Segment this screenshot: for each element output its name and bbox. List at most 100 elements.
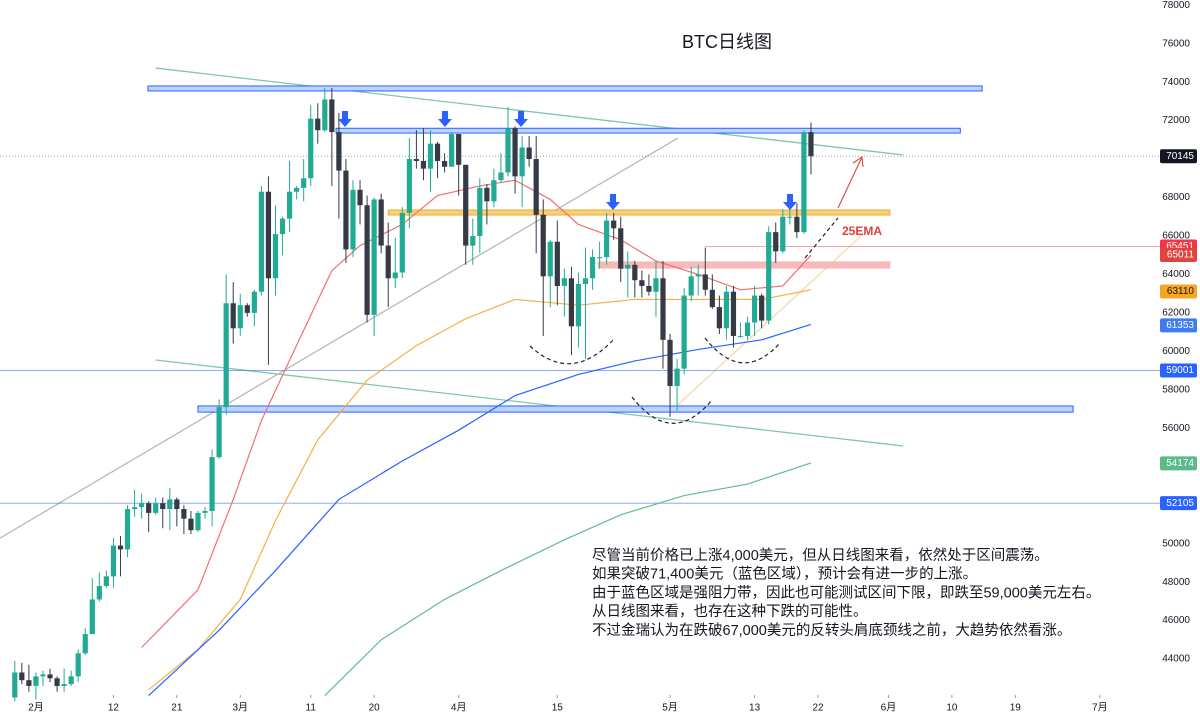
candle-body — [773, 232, 779, 252]
candle-body — [406, 159, 412, 213]
x-tick-label: 21 — [171, 703, 183, 714]
candle-body — [110, 545, 117, 577]
candle-body — [153, 503, 159, 513]
candle-body — [568, 278, 575, 327]
candle-body — [484, 187, 490, 202]
candle-body — [744, 322, 751, 336]
candle-body — [498, 172, 504, 181]
candle-body — [787, 216, 793, 218]
price-tag — [1160, 363, 1197, 378]
candle-body — [625, 264, 631, 269]
candle-body — [160, 503, 166, 510]
candle-body — [26, 680, 32, 686]
candle-body — [19, 672, 25, 681]
candle-body — [526, 147, 532, 160]
candle-body — [75, 653, 81, 677]
candle-body — [124, 509, 131, 550]
candle-body — [632, 264, 638, 281]
candle-body — [716, 307, 722, 329]
candle-body — [209, 457, 215, 511]
y-tick-label: 60000 — [1162, 346, 1190, 357]
annotation-line: 如果突破71,400美元（蓝色区域），预计会有进一步的上涨。 — [592, 566, 977, 583]
arrow-marker — [606, 194, 620, 210]
candle-body — [195, 512, 201, 531]
candle-body — [491, 180, 497, 202]
candle-body — [794, 216, 800, 233]
arrow-marker — [783, 194, 797, 210]
candle-body — [554, 241, 560, 286]
candle-body — [660, 278, 666, 340]
annotation-line: 从日线图来看，也存在这种下跌的可能性。 — [592, 603, 868, 620]
arrow-marker — [438, 111, 452, 127]
candle-body — [251, 291, 257, 313]
ma-line — [148, 323, 812, 697]
candle-body — [371, 199, 377, 315]
candle-body — [808, 132, 814, 157]
candle-body — [385, 245, 391, 279]
trendline — [155, 359, 904, 447]
annotation-line: 由于蓝色区域是强阻力带，因此也可能测试区间下限，即跌至59,000美元左右。 — [592, 584, 1100, 601]
y-tick-label: 46000 — [1162, 615, 1190, 626]
price-tag — [1160, 149, 1197, 164]
candle-body — [618, 228, 624, 269]
candle-body — [547, 241, 553, 277]
candle-body — [646, 285, 652, 292]
price-tag — [1160, 318, 1197, 333]
drawings — [338, 111, 864, 424]
price-tag-label: 61353 — [1166, 320, 1194, 331]
arrow-marker — [338, 111, 352, 127]
candle-body — [561, 278, 567, 286]
candle-body — [315, 118, 321, 131]
y-tick-label: 72000 — [1162, 115, 1190, 126]
candle-body — [653, 278, 659, 292]
candle-body — [392, 272, 398, 279]
y-tick-label: 58000 — [1162, 384, 1190, 395]
x-tick-label: 22 — [812, 703, 824, 714]
candle-body — [420, 160, 427, 169]
candle-body — [441, 160, 448, 167]
candle-body — [533, 159, 539, 215]
candle-body — [730, 291, 737, 336]
price-tag-label: 52105 — [1166, 498, 1194, 509]
price-tag-label: 65451 — [1166, 241, 1194, 252]
price-tag-label: 70145 — [1166, 151, 1194, 162]
candle-body — [575, 284, 582, 327]
dashed-curve — [631, 396, 713, 424]
x-tick-label: 10 — [946, 703, 958, 714]
candle-body — [512, 128, 518, 177]
arrow-marker — [514, 111, 528, 127]
price-tag-label: 54174 — [1166, 458, 1194, 469]
candle-body — [131, 507, 138, 510]
candle-body — [378, 199, 384, 246]
candle-body — [702, 274, 708, 290]
x-tick-label: 13 — [749, 703, 761, 714]
candle-body — [470, 235, 476, 246]
x-tick-label: 5月 — [662, 702, 678, 714]
candle-body — [751, 295, 758, 323]
candle-body — [413, 159, 420, 161]
candle-body — [540, 214, 546, 277]
trendline — [0, 137, 679, 539]
candle-body — [611, 220, 617, 229]
x-tick-label: 11 — [306, 703, 317, 714]
annotation-line: 不过金瑞认为在跌破67,000美元的反转头肩底颈线之前，大趋势依然看涨。 — [592, 622, 1071, 639]
candle-body — [737, 335, 744, 337]
candle-body — [230, 303, 236, 329]
price-tag — [1160, 284, 1197, 299]
candle-body — [181, 509, 187, 519]
price-tag — [1160, 496, 1197, 511]
candle-body — [223, 303, 229, 408]
candle-body — [766, 232, 772, 321]
y-tick-label: 62000 — [1162, 308, 1190, 319]
x-tick-label: 7月 — [1092, 702, 1108, 714]
x-tick-label: 2月 — [28, 702, 44, 714]
ma-line — [148, 289, 812, 691]
x-tick-label: 20 — [369, 703, 381, 714]
candle-body — [294, 187, 300, 192]
candle-body — [456, 134, 462, 165]
candle-body — [688, 276, 694, 296]
candle-body — [265, 191, 272, 279]
x-tick-label: 4月 — [451, 702, 467, 714]
candle-body — [329, 99, 335, 133]
